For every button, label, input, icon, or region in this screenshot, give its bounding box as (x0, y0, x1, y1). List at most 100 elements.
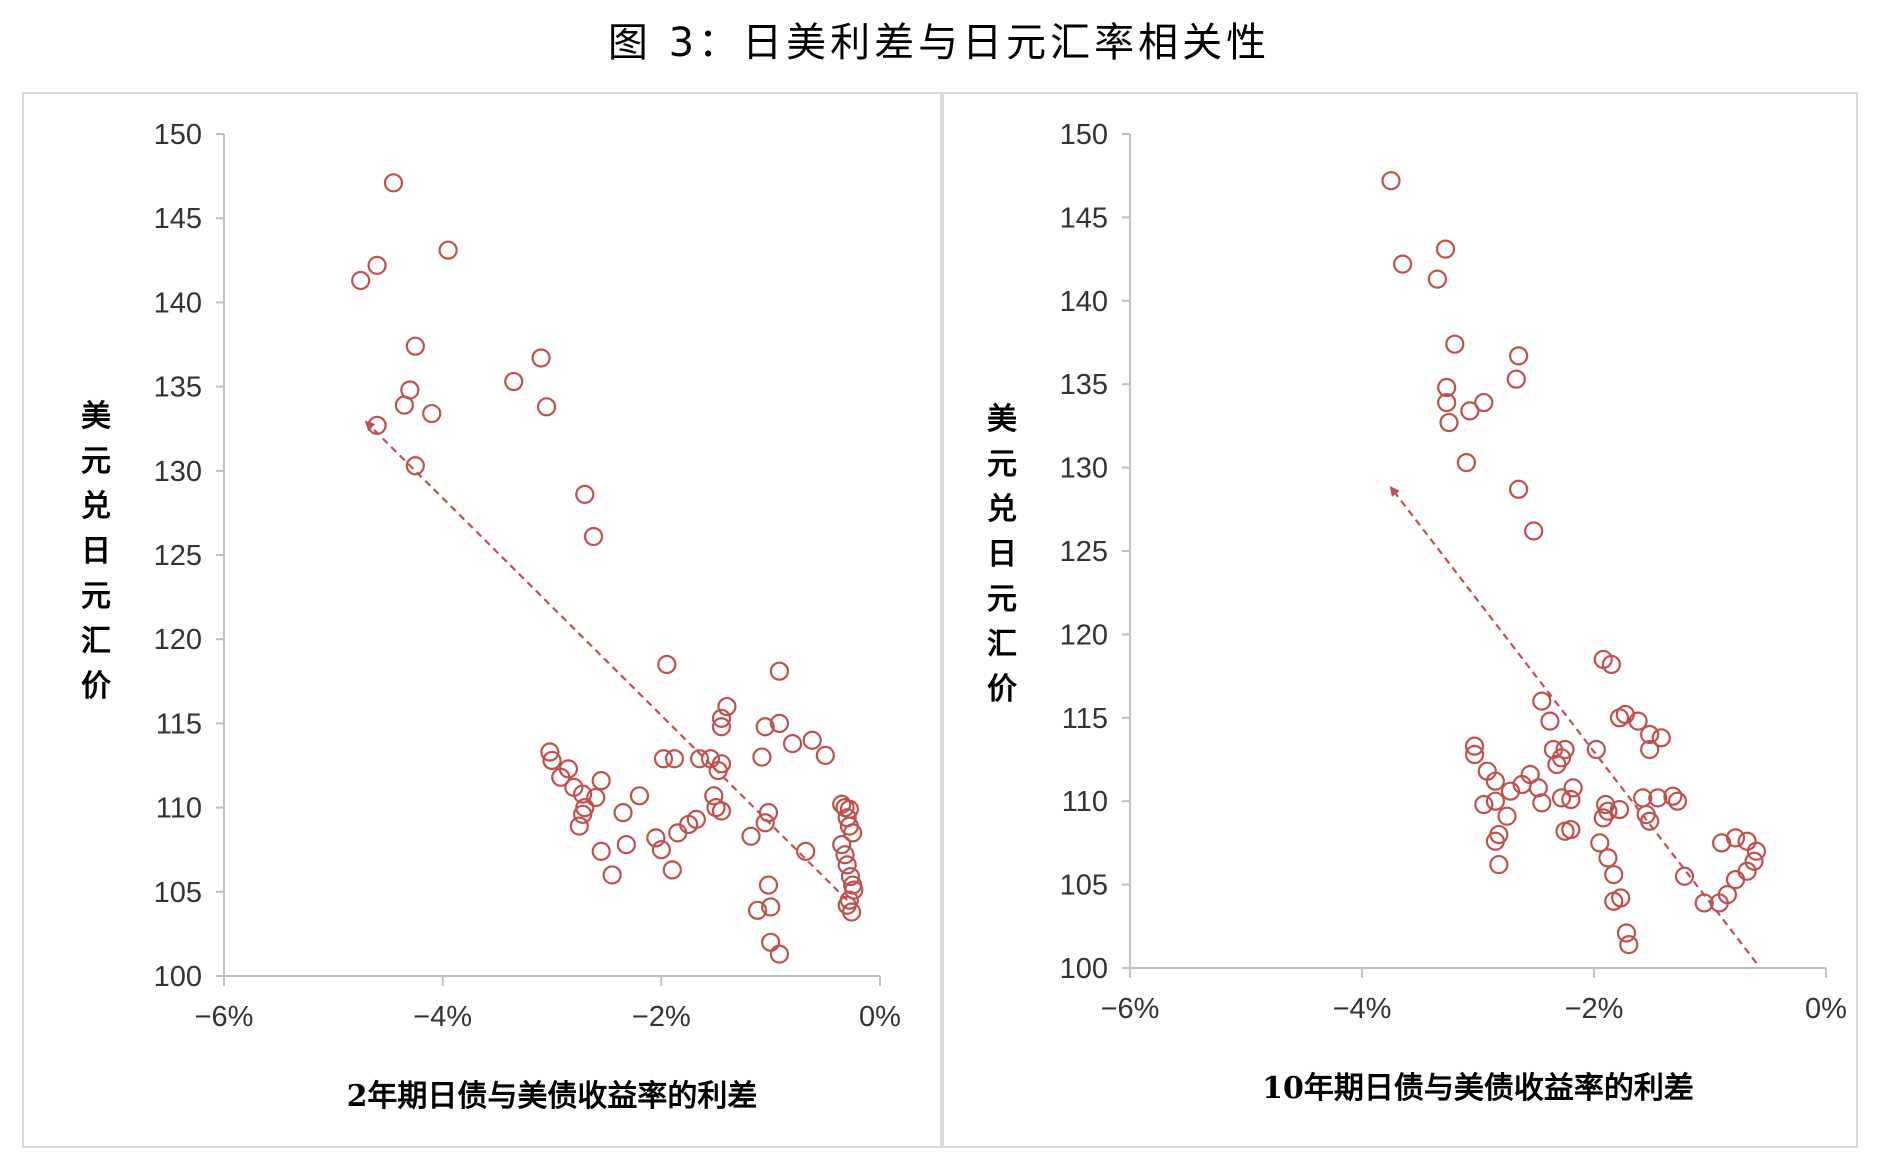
data-point (1474, 392, 1494, 413)
data-point (1640, 739, 1660, 760)
data-point (1555, 739, 1575, 760)
data-point (1427, 269, 1447, 289)
data-point (1500, 781, 1521, 801)
data-point (1437, 377, 1457, 398)
data-point (1609, 708, 1630, 728)
data-point (1464, 736, 1485, 756)
data-point (711, 717, 732, 737)
data-point (752, 747, 772, 767)
data-point (758, 803, 779, 823)
chart-panel-2y: 100 105 110 115 120 125 130 135 140 145 150 −6% −4% −… (22, 92, 942, 1148)
y-axis-label: 美元兑日元汇价 (81, 399, 111, 704)
y-tick-label: 125 (1060, 536, 1108, 568)
y-tick-label: 120 (154, 624, 202, 656)
data-point (1737, 861, 1757, 881)
data-point (741, 826, 761, 846)
data-point (1393, 254, 1413, 274)
data-point (616, 835, 636, 855)
data-point (1717, 885, 1738, 905)
data-point (704, 786, 724, 806)
data-point (841, 902, 862, 922)
y-tick-label: 145 (154, 203, 202, 235)
y-tick-label: 150 (1060, 119, 1108, 151)
data-point (1711, 833, 1732, 853)
scatter-chart-2y: 100 105 110 115 120 125 130 135 140 145 150 −6% −4% −… (81, 119, 901, 1114)
data-point (367, 415, 387, 435)
data-point (367, 255, 387, 275)
data-point (1439, 412, 1459, 433)
data-point (1586, 739, 1606, 760)
data-point (843, 823, 863, 843)
data-point (1551, 788, 1572, 808)
data-point (1674, 866, 1695, 886)
y-tick-label: 135 (154, 372, 202, 404)
y-tick-label: 100 (1060, 953, 1108, 985)
data-point (1528, 778, 1548, 798)
data-point (668, 823, 688, 843)
data-point (755, 813, 775, 833)
x-tick-label: −4% (1333, 993, 1392, 1025)
y-axis-label: 美元兑日元汇价 (987, 402, 1017, 707)
data-point (394, 395, 414, 415)
data-point (1508, 346, 1529, 366)
data-point (689, 749, 710, 769)
data-point (1609, 799, 1630, 820)
data-point (755, 717, 775, 737)
x-tick-label: 0% (1805, 993, 1847, 1025)
data-point (840, 867, 861, 887)
data-point (1497, 806, 1517, 826)
data-point (1744, 851, 1764, 871)
data-point (1460, 401, 1480, 421)
y-tick-label: 150 (154, 119, 202, 151)
y-tick-label: 130 (1060, 453, 1108, 485)
data-point (438, 240, 458, 260)
data-point (1563, 778, 1583, 798)
data-point (769, 944, 790, 964)
data-point (1485, 771, 1506, 791)
data-point (1628, 711, 1648, 731)
data-point (1506, 369, 1526, 389)
y-tick-label: 135 (1060, 369, 1108, 401)
data-point (586, 787, 606, 808)
x-tick-label: −6% (195, 1001, 254, 1033)
data-point (1532, 793, 1552, 813)
x-tick-label: 0% (859, 1001, 901, 1033)
data-point (551, 767, 571, 787)
data-point (664, 749, 685, 769)
data-point (1593, 808, 1613, 828)
data-point (758, 875, 779, 895)
data-point (835, 845, 855, 865)
data-point (815, 745, 835, 765)
data-point (1435, 239, 1456, 259)
data-point (583, 526, 604, 547)
y-tick-label: 120 (1060, 619, 1108, 651)
data-point (761, 932, 781, 952)
scatter-chart-10y: 100 105 110 115 120 125 130 135 140 145 150 −6% −4% −… (987, 119, 1847, 1106)
data-point (802, 730, 822, 750)
data-point (1604, 891, 1624, 911)
data-point (613, 803, 633, 823)
data-point (1725, 828, 1746, 848)
data-point (761, 897, 781, 917)
x-axis-label: 10年期日债与美债收益率的利差 (1262, 1071, 1694, 1106)
data-point (1590, 833, 1610, 853)
data-point (602, 865, 622, 885)
data-point (405, 456, 425, 476)
data-point (405, 336, 425, 356)
y-tick-label: 105 (1060, 870, 1108, 902)
y-tick-label: 105 (154, 877, 202, 909)
data-point (1601, 654, 1622, 675)
x-tick-label: −4% (413, 1001, 472, 1033)
chart-panel-10y: 100 105 110 115 120 125 130 135 140 145 150 −6% −4% −… (942, 92, 1858, 1148)
data-point (422, 403, 442, 424)
data-point (504, 371, 524, 392)
data-point (1445, 334, 1465, 354)
data-point (747, 900, 768, 920)
y-tick-label: 100 (154, 961, 202, 993)
data-point (832, 835, 852, 855)
data-point (629, 786, 650, 806)
x-tick-label: −6% (1101, 993, 1160, 1025)
data-point (837, 855, 857, 875)
data-point (646, 828, 666, 848)
data-point (1540, 711, 1560, 731)
